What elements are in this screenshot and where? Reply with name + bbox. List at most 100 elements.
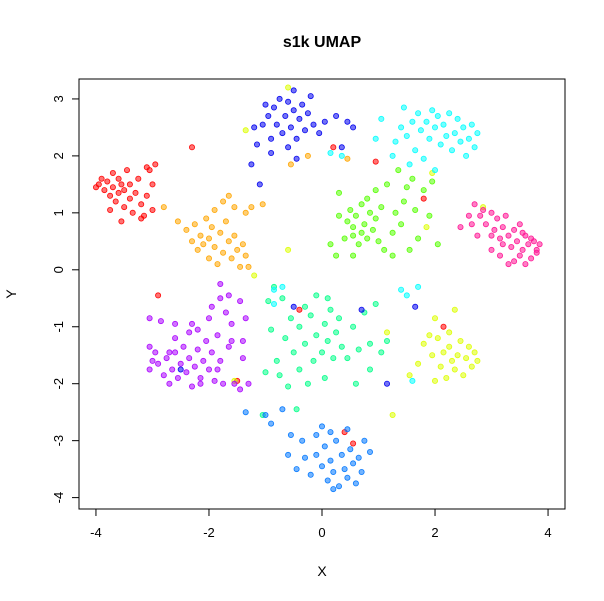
data-point xyxy=(242,252,249,259)
data-point xyxy=(327,149,334,156)
point-series xyxy=(146,280,252,393)
data-point xyxy=(112,198,119,205)
data-point xyxy=(398,286,405,293)
data-point xyxy=(330,355,337,362)
data-point xyxy=(124,167,131,174)
data-point xyxy=(296,366,303,373)
data-point xyxy=(383,337,390,344)
data-point xyxy=(290,107,297,114)
data-point xyxy=(172,349,179,356)
data-point xyxy=(304,110,311,117)
data-point xyxy=(160,204,167,211)
data-point xyxy=(197,232,204,239)
data-point xyxy=(437,141,444,148)
data-point xyxy=(109,184,116,191)
data-point xyxy=(270,286,277,293)
data-point xyxy=(107,206,114,213)
data-point xyxy=(327,457,334,464)
x-tick-label: 0 xyxy=(318,525,325,540)
data-point xyxy=(426,212,433,219)
data-point xyxy=(304,380,311,387)
data-point xyxy=(293,135,300,142)
data-points xyxy=(93,84,543,493)
data-point xyxy=(335,483,342,490)
data-point xyxy=(220,198,227,205)
data-point xyxy=(378,204,385,211)
data-point xyxy=(143,164,150,171)
data-point xyxy=(310,121,317,128)
data-point xyxy=(313,451,320,458)
data-point xyxy=(191,221,198,228)
data-point xyxy=(248,161,255,168)
data-point xyxy=(293,466,300,473)
data-point xyxy=(172,320,179,327)
data-point xyxy=(98,175,105,182)
data-point xyxy=(525,241,532,248)
data-point xyxy=(528,235,535,242)
data-point xyxy=(335,212,342,219)
data-point xyxy=(383,181,390,188)
data-point xyxy=(245,263,252,270)
data-point xyxy=(211,377,218,384)
data-point xyxy=(502,212,509,219)
data-point xyxy=(406,372,413,379)
data-point xyxy=(528,255,535,262)
data-point xyxy=(285,451,292,458)
point-series xyxy=(160,152,351,270)
data-point xyxy=(155,360,162,367)
data-point xyxy=(333,329,340,336)
data-point xyxy=(338,451,345,458)
data-point xyxy=(276,95,283,102)
data-point xyxy=(318,463,325,470)
data-point xyxy=(191,363,198,370)
data-point xyxy=(465,212,472,219)
data-point xyxy=(516,252,523,259)
data-point xyxy=(208,349,215,356)
data-point xyxy=(389,411,396,418)
data-point xyxy=(152,349,159,356)
data-point xyxy=(324,477,331,484)
data-point xyxy=(465,343,472,350)
data-point xyxy=(358,201,365,208)
y-tick-label: -4 xyxy=(51,492,66,504)
data-point xyxy=(330,144,337,151)
data-point xyxy=(245,380,252,387)
data-point xyxy=(491,226,498,233)
data-point xyxy=(392,209,399,216)
data-point xyxy=(400,198,407,205)
data-point xyxy=(149,357,156,364)
data-point xyxy=(344,218,351,225)
data-point xyxy=(296,306,303,313)
data-point xyxy=(316,130,323,137)
data-point xyxy=(126,181,133,188)
data-point xyxy=(217,280,224,287)
data-point xyxy=(313,332,320,339)
y-axis: -4 -3 -2 -1 0 1 2 3 xyxy=(51,95,80,504)
data-point xyxy=(225,343,232,350)
data-point xyxy=(268,420,275,427)
data-point xyxy=(301,127,308,134)
data-point xyxy=(197,380,204,387)
data-point xyxy=(389,229,396,236)
data-point xyxy=(259,121,266,128)
data-point xyxy=(231,204,238,211)
data-point xyxy=(208,303,215,310)
data-point xyxy=(146,366,153,373)
data-point xyxy=(333,252,340,259)
data-point xyxy=(220,380,227,387)
data-point xyxy=(496,252,503,259)
data-point xyxy=(437,363,444,370)
x-tick-label: 4 xyxy=(544,525,551,540)
y-tick-label: -3 xyxy=(51,435,66,447)
data-point xyxy=(468,363,475,370)
data-point xyxy=(454,115,461,122)
x-tick-label: 2 xyxy=(431,525,438,540)
data-point xyxy=(234,246,241,253)
data-point xyxy=(514,238,521,245)
data-point xyxy=(352,380,359,387)
data-point xyxy=(285,84,292,91)
data-point xyxy=(372,215,379,222)
data-point xyxy=(126,195,133,202)
data-point xyxy=(121,204,128,211)
data-point xyxy=(118,181,125,188)
